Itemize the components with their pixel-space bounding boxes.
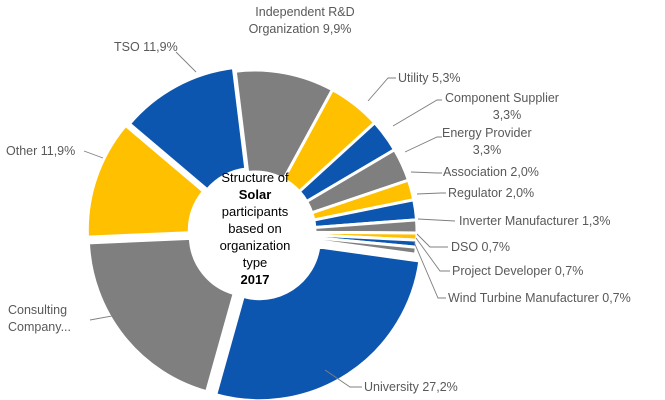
slice-university-27-2 — [213, 245, 422, 400]
label-other: Other 11,9% — [6, 144, 75, 158]
label-regulator: Regulator 2,0% — [448, 186, 534, 200]
leader-other — [83, 150, 104, 159]
label-university: University 27,2% — [364, 380, 458, 394]
label-component-supplier-line2: 3,3% — [493, 108, 522, 122]
label-component-supplier-line1: Component Supplier — [445, 91, 559, 105]
label-wind-turbine-manufacturer: Wind Turbine Manufacturer 0,7% — [448, 291, 631, 305]
leader-association — [410, 171, 442, 174]
slice-consulting-company — [86, 236, 236, 394]
leader-university — [324, 369, 362, 388]
leader-tso — [175, 51, 197, 73]
label-association: Association 2,0% — [443, 165, 539, 179]
leader-consulting — [89, 311, 135, 321]
label-inverter-manufacturer: Inverter Manufacturer 1,3% — [459, 214, 610, 228]
leader-component-supplier — [392, 99, 442, 127]
leader-energy-provider — [404, 136, 442, 153]
label-consulting-line2: Company... — [8, 320, 71, 334]
leader-regulator — [416, 192, 446, 195]
slice-tso-11-9 — [127, 66, 248, 192]
label-dso: DSO 0,7% — [451, 240, 510, 254]
label-energy-provider-line2: 3,3% — [473, 143, 502, 157]
leader-project-developer — [415, 237, 450, 272]
leader-wind-turbine — [413, 241, 446, 299]
leader-lines — [83, 51, 456, 388]
label-consulting-line1: Consulting — [8, 303, 67, 317]
center-text-line3: participants — [222, 204, 289, 219]
label-energy-provider-line1: Energy Provider — [442, 126, 532, 140]
center-text-line7: 2017 — [241, 272, 270, 287]
center-text-line5: organization — [220, 238, 291, 253]
label-project-developer: Project Developer 0,7% — [452, 264, 583, 278]
center-text-line1: Structure of — [221, 170, 289, 185]
leader-dso — [416, 233, 448, 248]
leader-inverter-manufacturer — [417, 218, 456, 222]
label-tso: TSO 11,9% — [114, 40, 178, 54]
label-utility: Utility 5,3% — [398, 71, 461, 85]
center-text-line2: Solar — [239, 187, 272, 202]
center-text-line6: type — [243, 255, 268, 270]
label-independent-rd-line2: Organization 9,9% — [249, 22, 352, 36]
center-hole — [195, 172, 315, 292]
center-text-line4: based on — [228, 221, 282, 236]
slice-other-11-9 — [85, 123, 206, 239]
label-independent-rd-line1: Independent R&D — [255, 5, 354, 19]
leader-utility — [367, 77, 396, 102]
